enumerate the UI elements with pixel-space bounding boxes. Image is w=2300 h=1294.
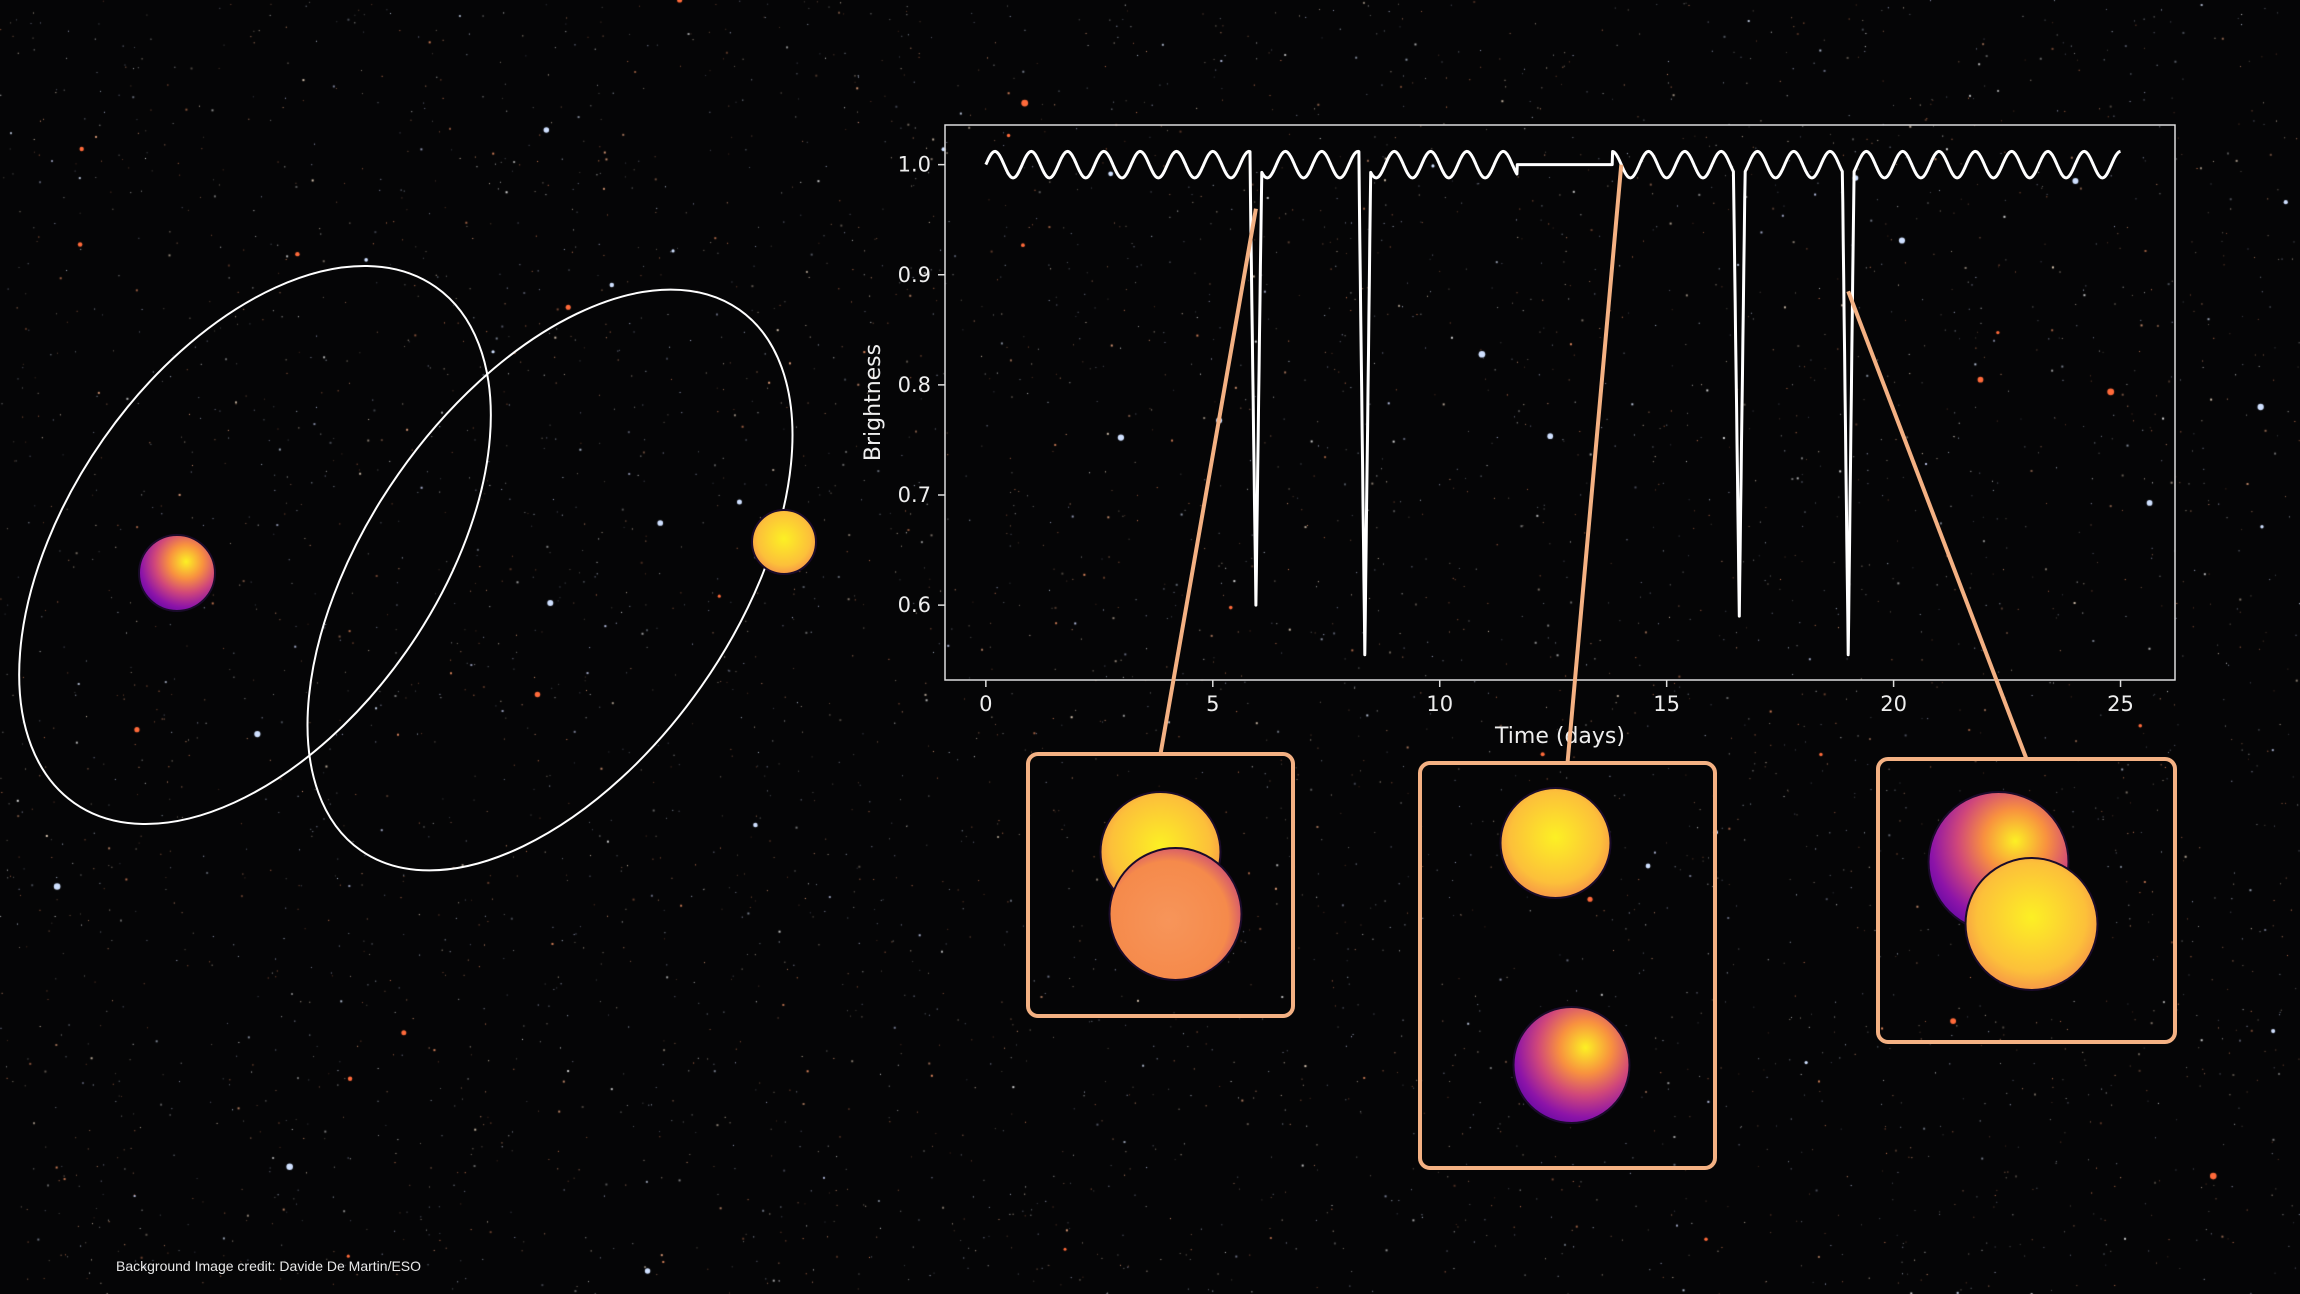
orbit-diagram [18,265,817,872]
star-b-orbit [138,534,216,612]
x-tick-label: 5 [1206,692,1219,716]
y-axis-label: Brightness [861,344,886,461]
star-a-callout [1964,857,2099,991]
plot-frame [944,124,2176,681]
x-tick-label: 15 [1653,692,1680,716]
callout-connector [1158,208,1258,755]
star-b-callout [1512,1006,1631,1124]
callout-connector [1565,164,1624,764]
background-credit: Background Image credit: Davide De Marti… [116,1258,422,1274]
star-a-orbit [751,509,817,575]
eclipse-callouts [1026,164,2177,1170]
star-b-callout [1108,847,1243,981]
orbit-ellipse-secondary [306,288,794,872]
x-tick-label: 20 [1880,692,1907,716]
y-tick-label: 0.6 [898,593,931,617]
x-tick-label: 25 [2107,692,2134,716]
star-a-callout [1499,787,1612,899]
y-tick-label: 0.9 [898,263,931,287]
callout-box [1418,761,1717,1170]
callout-box [1876,757,2177,1044]
y-tick-label: 0.7 [898,483,931,507]
orbit-ellipse-primary [18,265,492,825]
brightness-series-line [984,149,2122,657]
x-axis-label: Time (days) [1494,724,1625,749]
x-tick-label: 10 [1426,692,1453,716]
x-tick-label: 0 [979,692,992,716]
y-tick-label: 0.8 [898,373,931,397]
callout-box [1026,752,1295,1018]
y-tick-label: 1.0 [898,153,931,177]
light-curve-chart: 0 5 10 15 20 25 0.6 0.7 0.8 0.9 1.0 Time (days) Brig… [861,124,2176,749]
callout-connector [1846,290,2029,760]
